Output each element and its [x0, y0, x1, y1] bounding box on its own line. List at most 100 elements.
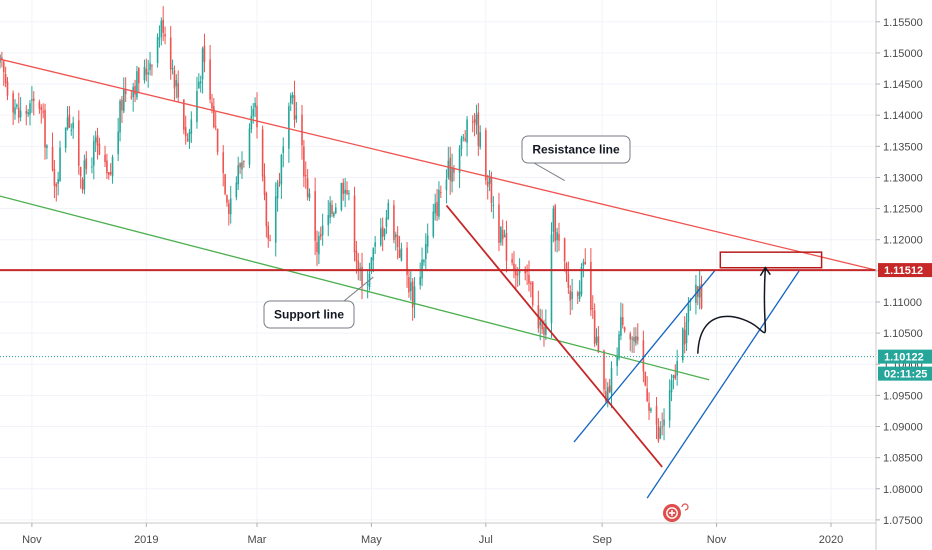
x-tick-label: Mar — [248, 534, 267, 546]
candle-body — [121, 99, 123, 111]
candle-body — [698, 285, 701, 298]
candle-body — [674, 374, 677, 379]
candle-body — [303, 146, 305, 177]
candle-body — [96, 135, 99, 146]
candle-body — [188, 131, 191, 142]
candle-body — [606, 387, 609, 401]
candle-body — [670, 380, 673, 393]
x-tick-label: 2019 — [134, 534, 158, 546]
candle-body — [64, 127, 67, 148]
candle-body — [334, 207, 337, 214]
candle-body — [490, 177, 493, 204]
candle-body — [462, 136, 465, 139]
candle-body — [646, 388, 648, 402]
price-badges: 1.11512 1.10122 02:11:25 — [878, 263, 932, 381]
candle-body — [565, 263, 568, 275]
projected-path-arrow[interactable] — [697, 267, 767, 354]
candle-body — [379, 228, 382, 246]
resistance-line[interactable] — [0, 58, 877, 271]
candle-body — [211, 102, 213, 109]
candle-body — [340, 182, 343, 210]
candle-body — [72, 122, 74, 129]
callout[interactable]: Support line — [263, 276, 374, 329]
candle-body — [556, 232, 558, 241]
candle-body — [541, 323, 543, 330]
candle-body — [681, 328, 684, 361]
candle-body — [175, 80, 178, 87]
callout-pointer — [343, 276, 374, 302]
candle-body — [550, 234, 553, 324]
candle-body — [451, 167, 453, 182]
price-axis[interactable]: 1.15500 1.15000 1.14500 1.14000 1.13500 1.130… — [876, 17, 923, 527]
callout-box — [263, 300, 355, 329]
candle-body — [132, 87, 134, 98]
candle-body — [83, 160, 86, 190]
candle-body — [398, 249, 401, 258]
y-tick-label: 1.09500 — [883, 390, 923, 402]
candle-body — [554, 205, 557, 241]
candle-body — [531, 281, 534, 305]
candle-body — [235, 182, 238, 198]
candle-body — [237, 165, 240, 185]
candle-body — [1, 57, 3, 60]
channel-upper-line[interactable] — [573, 270, 716, 443]
candle-body — [425, 243, 427, 260]
tradingview-logo-icon[interactable] — [663, 503, 689, 522]
candle-body — [104, 154, 106, 162]
candle-body — [342, 182, 345, 194]
candle-body — [635, 336, 637, 344]
candle-body — [471, 121, 474, 123]
candle-body — [344, 189, 346, 194]
candle-body — [591, 308, 594, 310]
candle-body — [16, 104, 18, 107]
time-axis[interactable]: Nov 2019 Mar May Jul Sep Nov 2020 — [22, 523, 843, 546]
candle-body — [331, 204, 333, 214]
candle-body — [503, 235, 506, 238]
annotations[interactable]: Resistance line Support line — [263, 135, 631, 329]
candle-body — [655, 406, 658, 425]
candle-body — [169, 37, 172, 70]
candle-body — [644, 371, 647, 386]
candle-body — [308, 193, 311, 199]
candle-body — [318, 235, 320, 255]
candle-body — [226, 195, 228, 203]
target-zone[interactable] — [719, 251, 823, 269]
candle-body — [46, 145, 48, 148]
candle-body — [198, 81, 200, 89]
candle-body — [224, 174, 226, 194]
candle-body — [610, 367, 613, 394]
candle-body — [423, 260, 425, 263]
candle-body — [44, 109, 46, 148]
candle-body — [383, 229, 386, 237]
candle-body — [19, 110, 22, 118]
candle-body — [543, 326, 545, 335]
candle-body — [584, 261, 587, 265]
downtrend-line[interactable] — [445, 204, 663, 468]
candle-body — [70, 129, 73, 131]
candle-body — [366, 284, 369, 286]
candle-body — [477, 112, 480, 146]
candle-body — [530, 283, 532, 285]
candle-body — [241, 162, 243, 170]
candle-body — [582, 262, 585, 267]
candle-body — [453, 168, 455, 173]
candle-body — [243, 161, 245, 163]
candle-body — [252, 108, 255, 117]
channel-lower-line[interactable] — [646, 270, 800, 499]
candle-body — [333, 212, 335, 217]
y-tick-label: 1.14000 — [883, 110, 923, 122]
candle-body — [361, 266, 363, 285]
candle-body — [513, 263, 515, 270]
candle-body — [250, 115, 253, 130]
candle-body — [254, 102, 256, 108]
candle-body — [492, 204, 495, 206]
candle-body — [4, 74, 7, 84]
candle-body — [687, 304, 690, 323]
candle-body — [498, 204, 500, 243]
callout[interactable]: Resistance line — [521, 135, 631, 181]
support-line[interactable] — [0, 195, 710, 381]
candle-body — [357, 260, 360, 270]
candle-body — [353, 195, 356, 253]
trend-lines[interactable] — [0, 58, 877, 499]
